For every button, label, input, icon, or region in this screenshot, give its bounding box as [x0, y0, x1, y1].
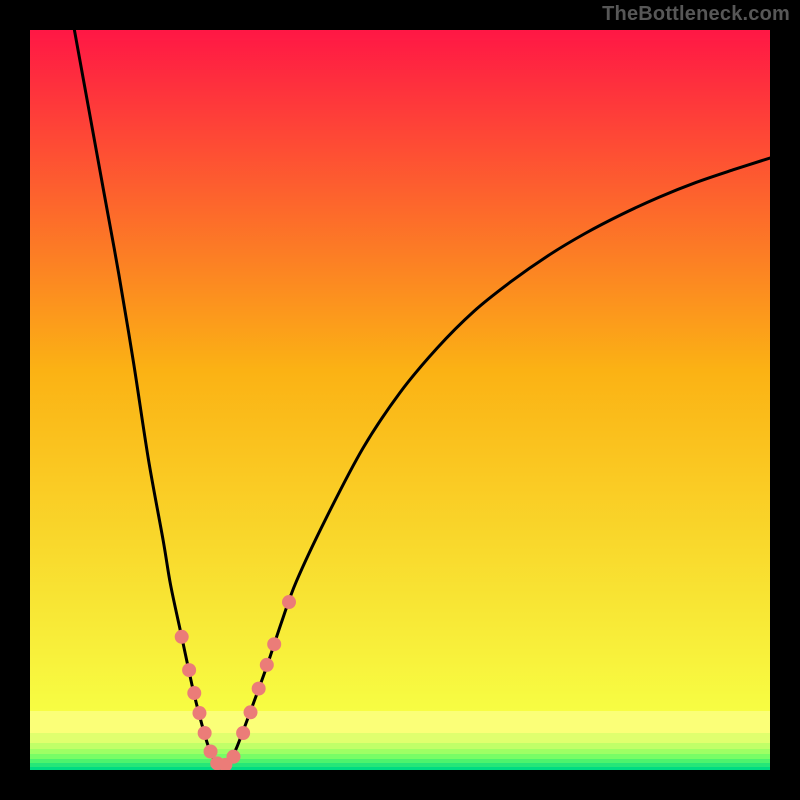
data-point-marker [192, 706, 206, 720]
data-point-marker [267, 637, 281, 651]
chart-stage: TheBottleneck.com [0, 0, 800, 800]
data-point-marker [236, 726, 250, 740]
chart-plot-area [30, 30, 770, 770]
chart-svg-layer [30, 30, 770, 770]
data-point-marker [187, 686, 201, 700]
data-point-marker [260, 658, 274, 672]
data-point-marker [252, 682, 266, 696]
data-point-marker [282, 595, 296, 609]
data-point-marker [204, 745, 218, 759]
watermark-text: TheBottleneck.com [602, 3, 790, 26]
data-point-marker [198, 726, 212, 740]
data-point-marker [182, 663, 196, 677]
data-point-marker [175, 630, 189, 644]
data-point-marker [244, 705, 258, 719]
data-point-marker [227, 750, 241, 764]
bottleneck-curve [74, 30, 770, 766]
